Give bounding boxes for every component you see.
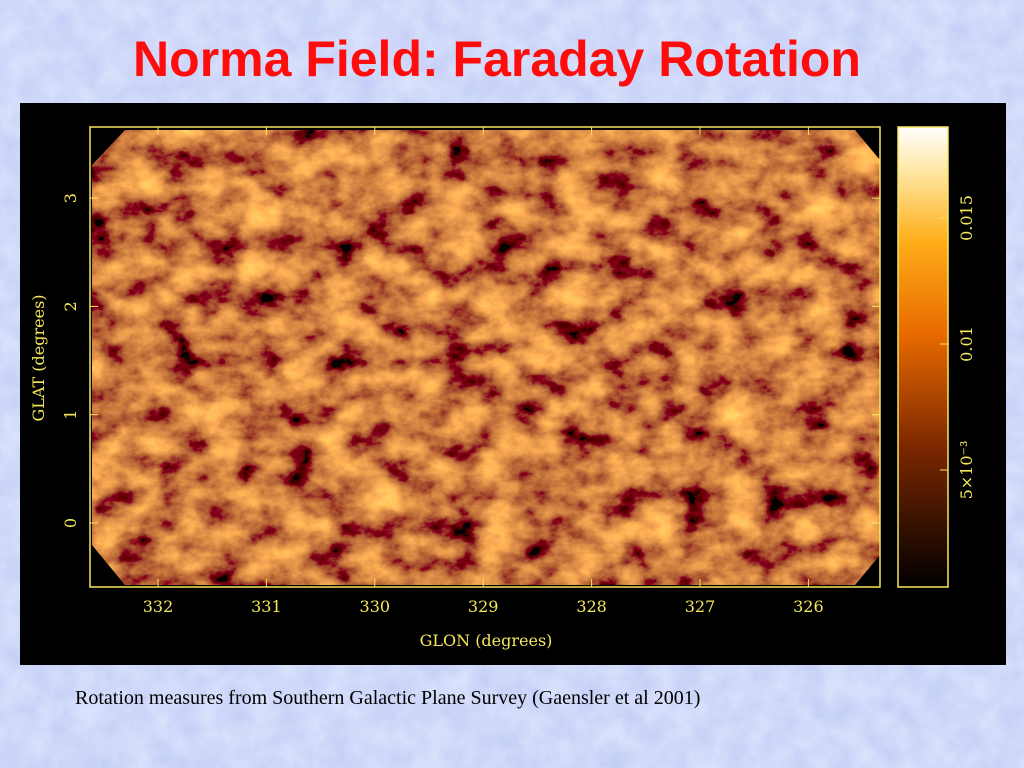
y-axis-label: GLAT (degrees) (29, 294, 48, 421)
y-tick-label: 3 (61, 193, 80, 203)
colorbar-tick-label: 0.01 (957, 326, 976, 362)
rotation-map (92, 130, 880, 585)
x-tick-label: 331 (251, 597, 282, 616)
x-tick-label: 332 (143, 597, 174, 616)
x-tick-label: 328 (576, 597, 607, 616)
y-tick-label: 2 (61, 301, 80, 311)
x-tick-label: 329 (468, 597, 499, 616)
caption: Rotation measures from Southern Galactic… (75, 687, 700, 709)
x-tick-label: 330 (360, 597, 391, 616)
colorbar-tick-label: 5×10⁻³ (957, 441, 976, 500)
x-axis-label: GLON (degrees) (420, 631, 553, 650)
colorbar (897, 126, 949, 588)
y-tick-label: 0 (61, 518, 80, 528)
slide-title: Norma Field: Faraday Rotation (133, 31, 861, 87)
colorbar-tick-label: 0.015 (957, 195, 976, 241)
x-tick-label: 327 (685, 597, 716, 616)
x-tick-label: 326 (793, 597, 824, 616)
y-tick-label: 1 (61, 410, 80, 420)
plot-frame (89, 126, 881, 588)
ticks: 332 331 330 329 328 327 326 0 1 2 3 5×10⁻³ 0.01 0.015 (61, 127, 976, 616)
